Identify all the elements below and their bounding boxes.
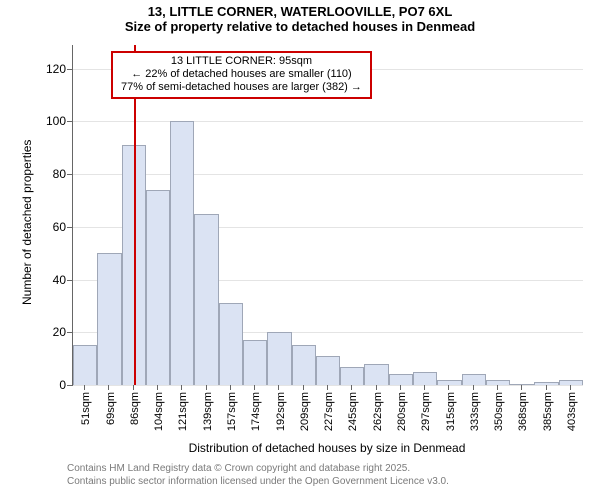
xtick-label: 209sqm xyxy=(299,392,311,431)
annotation-line: 13 LITTLE CORNER: 95sqm xyxy=(121,55,362,68)
chart-container: 13, LITTLE CORNER, WATERLOOVILLE, PO7 6X… xyxy=(0,0,600,500)
xtick-label: 280sqm xyxy=(396,392,408,431)
xtick-label: 192sqm xyxy=(275,392,287,431)
xtick-mark xyxy=(157,385,158,390)
xtick-mark xyxy=(448,385,449,390)
footer-line1: Contains HM Land Registry data © Crown c… xyxy=(67,463,449,476)
ytick-label: 80 xyxy=(38,167,66,181)
xtick-mark xyxy=(327,385,328,390)
histogram-bar xyxy=(364,364,388,385)
histogram-bar xyxy=(316,356,340,385)
histogram-bar xyxy=(219,303,243,385)
ytick-mark xyxy=(67,121,72,122)
xtick-label: 403sqm xyxy=(566,392,578,431)
ytick-label: 120 xyxy=(38,62,66,76)
histogram-bar xyxy=(462,374,486,385)
xtick-mark xyxy=(521,385,522,390)
ytick-label: 100 xyxy=(38,114,66,128)
annotation-line: 77% of semi-detached houses are larger (… xyxy=(121,81,362,94)
xtick-mark xyxy=(424,385,425,390)
ytick-mark xyxy=(67,280,72,281)
histogram-bar xyxy=(413,372,437,385)
x-axis-title: Distribution of detached houses by size … xyxy=(72,441,582,455)
xtick-label: 385sqm xyxy=(542,392,554,431)
histogram-bar xyxy=(194,214,218,385)
xtick-mark xyxy=(546,385,547,390)
xtick-mark xyxy=(133,385,134,390)
xtick-mark xyxy=(84,385,85,390)
gridline xyxy=(73,385,583,386)
xtick-label: 157sqm xyxy=(226,392,238,431)
xtick-label: 245sqm xyxy=(347,392,359,431)
histogram-bar xyxy=(340,367,364,385)
histogram-bar xyxy=(534,382,558,385)
xtick-label: 174sqm xyxy=(250,392,262,431)
xtick-mark xyxy=(497,385,498,390)
histogram-bar xyxy=(267,332,291,385)
histogram-bar xyxy=(559,380,583,385)
xtick-mark xyxy=(108,385,109,390)
ytick-mark xyxy=(67,385,72,386)
xtick-label: 315sqm xyxy=(445,392,457,431)
histogram-bar xyxy=(292,345,316,385)
xtick-label: 139sqm xyxy=(202,392,214,431)
ytick-label: 0 xyxy=(38,378,66,392)
xtick-mark xyxy=(181,385,182,390)
xtick-label: 104sqm xyxy=(153,392,165,431)
ytick-mark xyxy=(67,332,72,333)
histogram-bar xyxy=(243,340,267,385)
xtick-mark xyxy=(473,385,474,390)
histogram-bar xyxy=(510,384,534,385)
ytick-mark xyxy=(67,174,72,175)
xtick-label: 368sqm xyxy=(517,392,529,431)
xtick-mark xyxy=(351,385,352,390)
footer-attribution: Contains HM Land Registry data © Crown c… xyxy=(67,463,449,488)
histogram-bar xyxy=(389,374,413,385)
footer-line2: Contains public sector information licen… xyxy=(67,476,449,489)
xtick-mark xyxy=(376,385,377,390)
xtick-mark xyxy=(303,385,304,390)
histogram-bar xyxy=(97,253,121,385)
xtick-label: 86sqm xyxy=(129,392,141,425)
chart-title-line2: Size of property relative to detached ho… xyxy=(0,19,600,34)
xtick-label: 51sqm xyxy=(80,392,92,425)
xtick-label: 121sqm xyxy=(177,392,189,431)
plot-area: 13 LITTLE CORNER: 95sqm← 22% of detached… xyxy=(72,45,583,386)
xtick-mark xyxy=(278,385,279,390)
ytick-label: 20 xyxy=(38,325,66,339)
histogram-bar xyxy=(146,190,170,385)
annotation-box: 13 LITTLE CORNER: 95sqm← 22% of detached… xyxy=(111,51,372,99)
xtick-label: 262sqm xyxy=(372,392,384,431)
histogram-bar xyxy=(73,345,97,385)
xtick-mark xyxy=(230,385,231,390)
xtick-mark xyxy=(254,385,255,390)
ytick-label: 60 xyxy=(38,220,66,234)
xtick-label: 297sqm xyxy=(420,392,432,431)
gridline xyxy=(73,121,583,122)
xtick-label: 333sqm xyxy=(469,392,481,431)
xtick-label: 350sqm xyxy=(493,392,505,431)
ytick-label: 40 xyxy=(38,273,66,287)
histogram-bar xyxy=(437,380,461,385)
xtick-mark xyxy=(570,385,571,390)
annotation-line: ← 22% of detached houses are smaller (11… xyxy=(121,68,362,81)
ytick-mark xyxy=(67,227,72,228)
histogram-bar xyxy=(170,121,194,385)
ytick-mark xyxy=(67,69,72,70)
xtick-mark xyxy=(206,385,207,390)
chart-title-line1: 13, LITTLE CORNER, WATERLOOVILLE, PO7 6X… xyxy=(0,0,600,19)
xtick-label: 69sqm xyxy=(105,392,117,425)
gridline xyxy=(73,174,583,175)
xtick-label: 227sqm xyxy=(323,392,335,431)
xtick-mark xyxy=(400,385,401,390)
y-axis-title: Number of detached properties xyxy=(20,140,34,305)
